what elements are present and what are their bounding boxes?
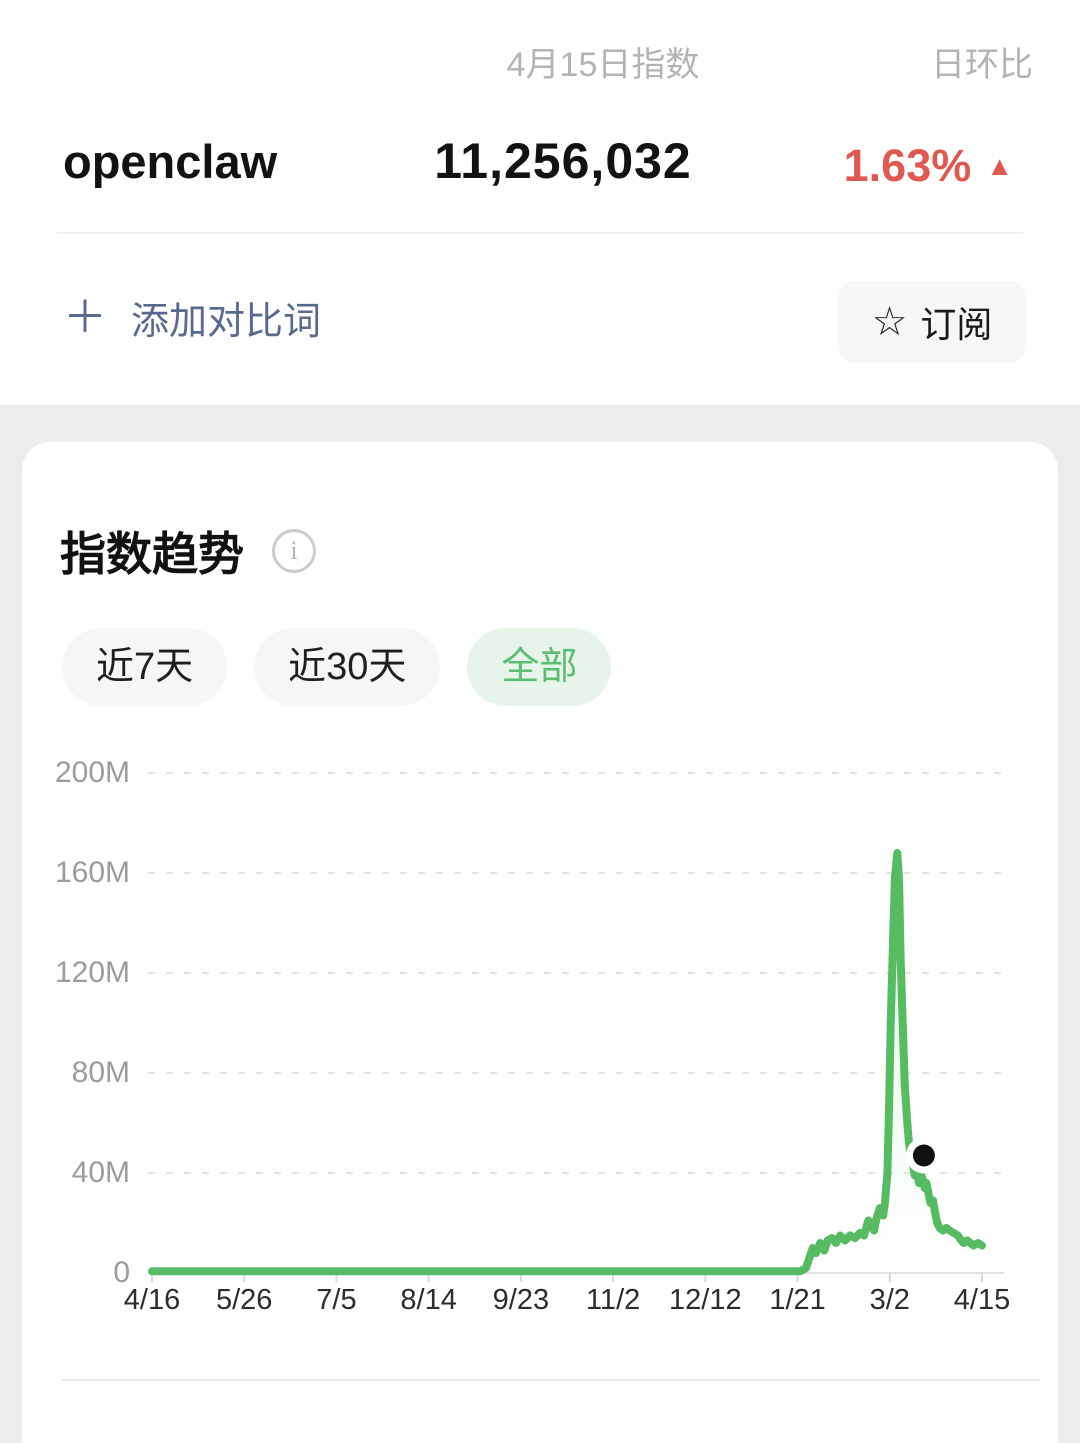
y-tick-label: 0 <box>113 1256 130 1289</box>
header-section: 4月15日指数 日环比 openclaw 11,256,032 1.63% ▲ … <box>0 0 1080 405</box>
star-icon: ☆ <box>871 300 908 344</box>
x-tick-label: 8/14 <box>400 1284 457 1316</box>
card-title: 指数趋势 <box>60 528 244 580</box>
up-triangle-icon: ▲ <box>986 150 1013 181</box>
x-tick-label: 7/5 <box>316 1284 357 1316</box>
y-tick-label: 160M <box>54 856 130 889</box>
y-tick-label: 120M <box>54 956 130 989</box>
card-header: 指数趋势 i <box>60 518 316 584</box>
add-compare-label: 添加对比词 <box>131 301 322 343</box>
range-filter: 近7天 近30天 全部 <box>62 628 612 706</box>
x-tick-label: 9/23 <box>492 1284 550 1316</box>
subscribe-button[interactable]: ☆ 订阅 <box>838 281 1026 363</box>
change-badge: 1.63% ▲ <box>844 140 1013 192</box>
filter-all[interactable]: 全部 <box>467 628 612 706</box>
filter-last-7-days[interactable]: 近7天 <box>62 628 228 706</box>
trend-area <box>152 853 982 1273</box>
x-tick-label: 1/21 <box>769 1284 826 1316</box>
info-icon[interactable]: i <box>272 529 316 573</box>
day-over-day-label: 日环比 <box>931 46 1033 84</box>
add-compare-button[interactable]: ＋ 添加对比词 <box>63 290 321 345</box>
divider <box>62 1379 1040 1381</box>
marker-dot <box>912 1144 935 1167</box>
y-tick-label: 200M <box>54 756 130 789</box>
x-tick-label: 3/2 <box>869 1284 910 1316</box>
y-tick-label: 40M <box>71 1156 130 1189</box>
keyword-label: openclaw <box>63 135 278 188</box>
index-value: 11,256,032 <box>434 133 692 189</box>
plus-icon: ＋ <box>63 292 107 342</box>
x-tick-label: 4/16 <box>123 1284 181 1316</box>
x-tick-label: 11/2 <box>585 1284 641 1316</box>
subscribe-label: 订阅 <box>920 304 993 345</box>
change-percent: 1.63% <box>843 140 972 191</box>
trend-chart-canvas <box>148 772 1004 1282</box>
x-axis-labels: 4/16 5/26 7/5 8/14 9/23 11/2 12/12 1/21 3/2 4/15 <box>22 1284 1058 1324</box>
x-tick-label: 12/12 <box>669 1284 742 1316</box>
y-tick-label: 80M <box>71 1056 130 1089</box>
filter-last-30-days[interactable]: 近30天 <box>254 628 441 706</box>
trend-card: 指数趋势 i 近7天 近30天 全部 0 40M 80M 120M 160M 200M 4… <box>22 442 1058 1443</box>
x-tick-label: 4/15 <box>953 1284 1011 1316</box>
trend-chart[interactable]: 0 40M 80M 120M 160M 200M 4/16 5/26 7/5 8/14 9/23 1… <box>22 740 1058 1362</box>
x-tick-label: 5/26 <box>215 1284 273 1316</box>
divider <box>57 232 1023 234</box>
page-background: 指数趋势 i 近7天 近30天 全部 0 40M 80M 120M 160M 200M 4… <box>0 405 1080 1443</box>
date-index-label: 4月15日指数 <box>506 46 700 84</box>
trend-line <box>148 849 986 1276</box>
info-icon-glyph: i <box>290 536 298 565</box>
